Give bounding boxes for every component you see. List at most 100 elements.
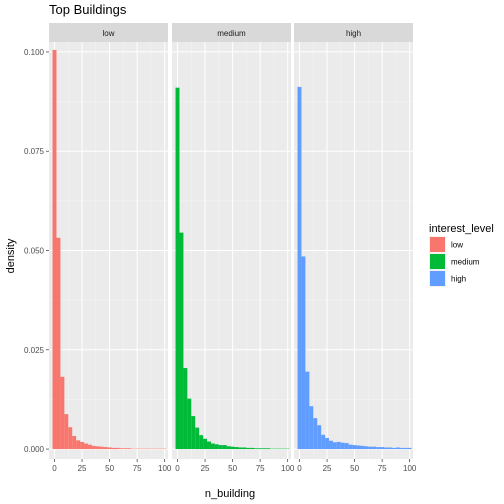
- histogram-bar: [76, 440, 81, 450]
- x-tick-label: 0: [175, 464, 180, 473]
- histogram-bar: [95, 446, 100, 450]
- legend-key-high: [430, 271, 445, 286]
- y-tick-label: 0.000: [24, 445, 45, 454]
- panel-high: high 0 25 50 75 100: [294, 23, 417, 473]
- histogram-bar: [119, 448, 124, 450]
- histogram-bar: [218, 445, 223, 450]
- histogram-bar: [99, 446, 104, 450]
- histogram-bar: [262, 448, 267, 450]
- histogram-bar: [356, 445, 361, 450]
- legend-key-low: [430, 237, 445, 252]
- histogram-bar: [60, 376, 65, 450]
- histogram-bar: [250, 447, 255, 450]
- histogram-bar: [52, 49, 57, 450]
- histogram-bar: [309, 406, 314, 450]
- histogram-bar: [329, 440, 333, 450]
- histogram-bar: [384, 447, 389, 450]
- histogram-bar: [214, 444, 219, 450]
- x-tick-label: 50: [350, 464, 359, 473]
- legend-label-low: low: [451, 241, 463, 250]
- histogram-bar: [72, 435, 77, 450]
- histogram-bar: [56, 237, 61, 450]
- histogram-bar: [230, 446, 235, 450]
- histogram-bar: [368, 446, 373, 450]
- y-tick-label: 0.100: [24, 48, 45, 57]
- histogram-bar: [407, 447, 412, 450]
- histogram-bar: [238, 447, 243, 450]
- panel-medium: medium 0 25 50 75 100: [172, 23, 295, 473]
- histogram-bar: [266, 448, 270, 450]
- histogram-bar: [301, 256, 306, 450]
- x-tick-label: 100: [281, 464, 295, 473]
- histogram-bar: [376, 447, 381, 450]
- histogram-bar: [332, 442, 337, 450]
- histogram-bar: [321, 434, 326, 450]
- panel-low: low 0 25 50 75 100: [49, 23, 172, 473]
- histogram-bar: [84, 443, 88, 450]
- histogram-bar: [91, 445, 96, 450]
- histogram-bar: [187, 398, 192, 450]
- histogram-bar: [64, 414, 69, 450]
- y-tick-label: 0.050: [24, 247, 45, 256]
- histogram-bar: [372, 446, 377, 450]
- x-tick-label: 0: [52, 464, 57, 473]
- histogram-bar: [111, 447, 116, 450]
- histogram-bar: [179, 232, 184, 450]
- histogram-bar: [175, 87, 180, 450]
- histogram-bar: [388, 447, 392, 450]
- x-tick-label: 50: [105, 464, 114, 473]
- histogram-bar: [123, 448, 128, 450]
- histogram-bar: [87, 444, 92, 450]
- histogram-bar: [336, 441, 341, 450]
- chart-title: Top Buildings: [49, 2, 127, 17]
- legend-label-medium: medium: [451, 258, 480, 267]
- histogram-bar: [183, 368, 188, 450]
- histogram-bar: [115, 447, 120, 450]
- histogram-bar: [195, 427, 200, 450]
- x-tick-label: 50: [228, 464, 237, 473]
- histogram-bar: [203, 438, 208, 450]
- histogram-bar: [352, 445, 357, 450]
- histogram-bar: [399, 447, 404, 450]
- histogram-bar: [127, 448, 132, 450]
- strip-label-medium: medium: [217, 29, 246, 38]
- histogram-bar: [340, 442, 345, 450]
- histogram-bar: [317, 425, 322, 450]
- histogram-bar: [297, 86, 302, 450]
- histogram-bar: [68, 427, 73, 450]
- strip-label-high: high: [346, 29, 361, 38]
- histogram-bar: [226, 446, 231, 450]
- histogram-bar: [199, 435, 204, 450]
- histogram-bar: [207, 441, 211, 450]
- x-tick-label: 75: [133, 464, 142, 473]
- strip-medium: [172, 23, 291, 42]
- x-tick-label: 25: [201, 464, 210, 473]
- legend: interest_level low medium high: [429, 223, 494, 287]
- x-tick-label: 25: [323, 464, 332, 473]
- legend-label-high: high: [451, 275, 466, 284]
- histogram-bar: [364, 446, 369, 450]
- histogram-bar: [234, 447, 239, 450]
- histogram-bar: [403, 447, 408, 450]
- x-tick-label: 0: [297, 464, 302, 473]
- histogram-bar: [325, 437, 330, 450]
- histogram-bar: [210, 443, 215, 450]
- x-axis-title: n_building: [205, 488, 255, 500]
- strip-high: [294, 23, 413, 42]
- histogram-bar: [242, 447, 247, 450]
- x-tick-label: 100: [158, 464, 172, 473]
- histogram-bar: [395, 447, 400, 450]
- histogram-bar: [380, 447, 385, 450]
- histogram-bar: [80, 441, 85, 450]
- histogram-bar: [191, 416, 196, 450]
- histogram-bar: [246, 447, 251, 450]
- histogram-bar: [222, 445, 227, 450]
- x-tick-label: 75: [256, 464, 265, 473]
- strip-label-low: low: [102, 29, 114, 38]
- histogram-bar: [360, 445, 365, 450]
- x-tick-label: 75: [378, 464, 387, 473]
- histogram-bar: [313, 418, 318, 450]
- histogram-bar: [305, 371, 310, 450]
- histogram-bar: [103, 447, 108, 450]
